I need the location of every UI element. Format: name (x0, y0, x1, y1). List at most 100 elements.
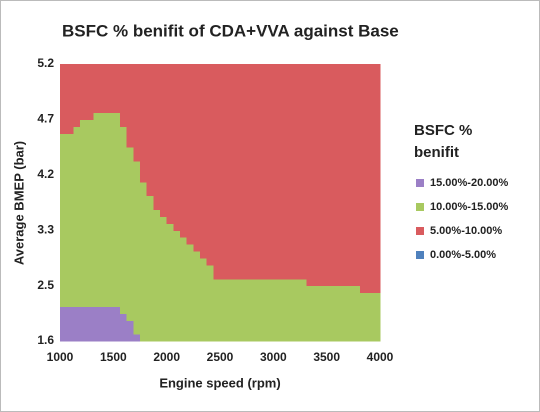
surface-cell (366, 257, 374, 266)
surface-cell (66, 119, 74, 127)
surface-cell (366, 244, 374, 252)
surface-cell (126, 119, 134, 127)
surface-cell (246, 237, 254, 245)
surface-cell (360, 77, 368, 86)
surface-cell (260, 160, 268, 169)
surface-cell (166, 216, 174, 224)
surface-cell (113, 174, 121, 183)
surface-cell (166, 299, 174, 307)
surface-cell (326, 306, 334, 314)
surface-cell (200, 250, 208, 259)
surface-cell (66, 147, 74, 155)
surface-cell (220, 133, 228, 141)
surface-cell (246, 278, 254, 287)
surface-cell (213, 133, 221, 141)
surface-cell (160, 91, 168, 100)
surface-cell (220, 264, 228, 273)
surface-cell (286, 105, 294, 114)
surface-cell (280, 195, 288, 204)
surface-cell (166, 112, 174, 120)
surface-cell (140, 98, 148, 107)
surface-cell (100, 70, 108, 79)
surface-cell (246, 216, 254, 224)
surface-cell (320, 140, 328, 148)
surface-cell (153, 313, 161, 321)
surface-cell (153, 320, 161, 328)
surface-cell (220, 292, 228, 301)
surface-cell (153, 84, 161, 93)
surface-cell (140, 202, 148, 211)
surface-cell (173, 216, 181, 224)
surface-cell (220, 195, 228, 204)
surface-cell (60, 216, 68, 224)
surface-cell (140, 133, 148, 141)
surface-cell (86, 223, 94, 231)
surface-cell (146, 216, 154, 224)
surface-cell (86, 91, 94, 100)
surface-cell (113, 216, 121, 224)
surface-cell (186, 230, 194, 238)
surface-cell (186, 237, 194, 245)
surface-cell (100, 77, 108, 86)
surface-cell (280, 244, 288, 252)
surface-cell (293, 64, 301, 72)
surface-cell (93, 209, 101, 217)
surface-cell (106, 154, 114, 162)
surface-cell (60, 285, 68, 294)
surface-cell (300, 271, 308, 280)
surface-cell (300, 334, 308, 342)
surface-cell (226, 292, 234, 301)
surface-cell (320, 188, 328, 197)
surface-cell (326, 160, 334, 169)
surface-cell (120, 112, 128, 120)
surface-cell (346, 147, 354, 155)
surface-cell (186, 112, 194, 120)
surface-cell (260, 216, 268, 224)
surface-cell (346, 188, 354, 197)
surface-cell (260, 230, 268, 238)
surface-cell (253, 285, 261, 294)
surface-cell (326, 84, 334, 93)
surface-cell (233, 77, 241, 86)
surface-cell (160, 285, 168, 294)
surface-cell (213, 112, 221, 120)
surface-cell (313, 70, 321, 79)
surface-cell (273, 244, 281, 252)
surface-cell (220, 244, 228, 252)
surface-cell (113, 70, 121, 79)
surface-cell (293, 140, 301, 148)
surface-cell (66, 133, 74, 141)
surface-cell (73, 133, 81, 141)
surface-cell (73, 250, 81, 259)
surface-cell (313, 334, 321, 342)
surface-cell (113, 91, 121, 100)
surface-cell (180, 313, 188, 321)
surface-cell (326, 292, 334, 301)
surface-cell (373, 306, 381, 314)
surface-cell (113, 334, 121, 342)
surface-cell (313, 160, 321, 169)
surface-cell (353, 237, 361, 245)
surface-cell (233, 105, 241, 114)
surface-cell (80, 119, 88, 127)
surface-cell (73, 105, 81, 114)
surface-cell (100, 334, 108, 342)
surface-cell (186, 244, 194, 252)
surface-cell (246, 167, 254, 176)
surface-cell (320, 181, 328, 190)
surface-cell (220, 70, 228, 79)
surface-cell (120, 202, 128, 211)
surface-cell (93, 230, 101, 238)
surface-cell (266, 320, 274, 328)
surface-cell (206, 147, 214, 155)
surface-cell (366, 188, 374, 197)
surface-cell (140, 299, 148, 307)
surface-cell (360, 105, 368, 114)
surface-cell (166, 105, 174, 114)
surface-cell (140, 250, 148, 259)
surface-cell (240, 216, 248, 224)
surface-cell (360, 133, 368, 141)
surface-cell (320, 119, 328, 127)
surface-cell (253, 160, 261, 169)
surface-cell (126, 84, 134, 93)
